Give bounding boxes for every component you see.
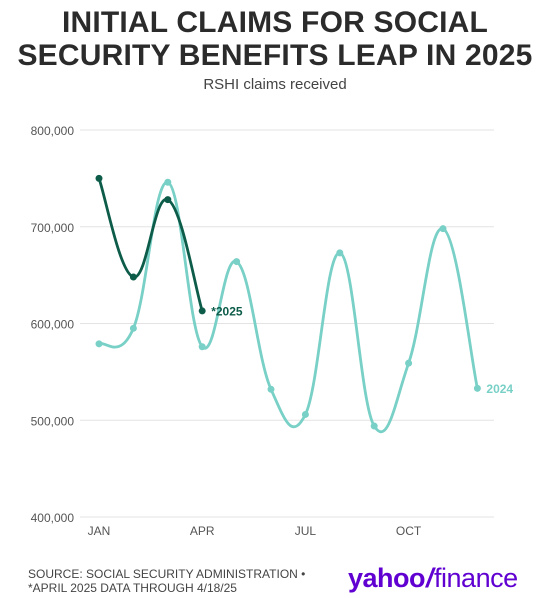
chart-title: INITIAL CLAIMS FOR SOCIAL SECURITY BENEF… xyxy=(0,6,550,72)
series-2025-line xyxy=(97,176,204,313)
x-axis: JAN APR JUL OCT xyxy=(88,524,422,538)
series-2024-point xyxy=(473,384,481,392)
chart-subtitle: RSHI claims received xyxy=(203,76,347,93)
series-2024-label: 2024 xyxy=(486,382,513,396)
x-tick-label: JAN xyxy=(88,524,111,538)
y-tick-label: 700,000 xyxy=(31,221,75,235)
series-2024-point xyxy=(370,422,378,430)
source-line1: SOURCE: SOCIAL SECURITY ADMINISTRATION • xyxy=(28,567,306,581)
series-2024-point xyxy=(336,249,344,257)
x-tick-label: APR xyxy=(190,524,215,538)
chart-title-line2: SECURITY BENEFITS LEAP IN 2025 xyxy=(17,39,533,72)
x-tick-label: JUL xyxy=(295,524,317,538)
y-tick-label: 400,000 xyxy=(31,511,75,525)
chart-title-line1: INITIAL CLAIMS FOR SOCIAL xyxy=(61,6,489,39)
series-2024-point xyxy=(164,178,172,186)
series-2025-label: *2025 xyxy=(211,304,243,318)
series-2024-point xyxy=(198,343,206,351)
series-2025-point xyxy=(129,273,137,281)
y-tick-label: 600,000 xyxy=(31,318,75,332)
y-axis: 400,000 500,000 600,000 700,000 800,000 xyxy=(31,124,75,525)
series-2024-point xyxy=(267,385,275,393)
y-tick-label: 500,000 xyxy=(31,414,75,428)
x-tick-label: OCT xyxy=(396,524,422,538)
series-2024-point xyxy=(301,410,309,418)
source-line2: *APRIL 2025 DATA THROUGH 4/18/25 xyxy=(28,581,237,595)
series-2025-point xyxy=(164,196,172,204)
series-2025-point xyxy=(198,307,206,315)
series-2024-point xyxy=(95,340,103,348)
series-2024-point xyxy=(233,258,241,266)
series-2025-point xyxy=(95,174,103,182)
series-2024-point xyxy=(439,225,447,233)
series-2024-point xyxy=(405,359,413,367)
source-note: SOURCE: SOCIAL SECURITY ADMINISTRATION •… xyxy=(28,567,305,595)
grid-lines xyxy=(80,129,494,518)
yahoo-finance-logo: yahoo/finance xyxy=(348,563,518,593)
series-group: 2024 *2025 xyxy=(95,174,513,434)
series-2024-point xyxy=(129,324,137,332)
y-tick-label: 800,000 xyxy=(31,124,75,138)
line-chart: 400,000 500,000 600,000 700,000 800,000 JAN A… xyxy=(31,124,514,538)
